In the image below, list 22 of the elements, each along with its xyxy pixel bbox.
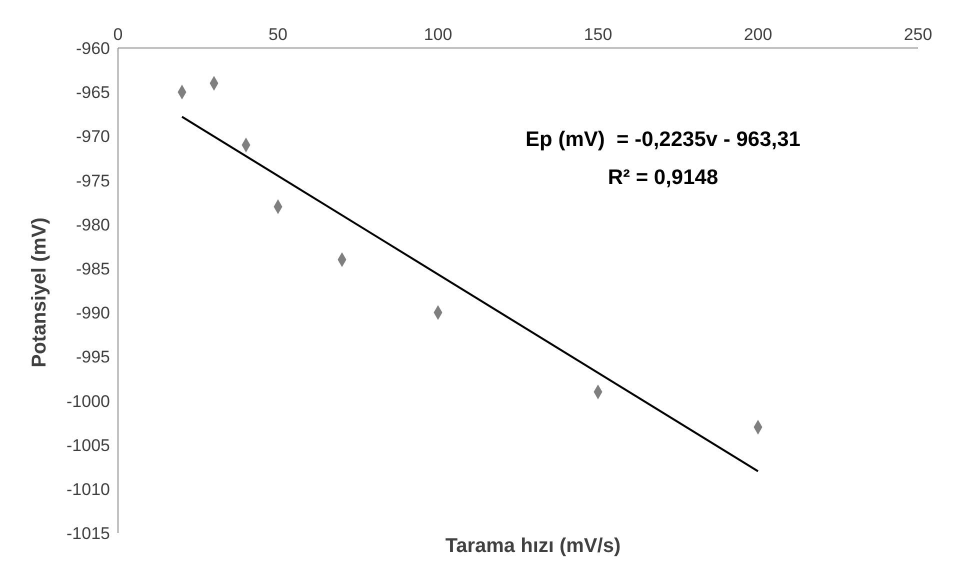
y-tick-label: -1015 xyxy=(66,524,110,544)
y-tick-label: -985 xyxy=(76,259,110,278)
x-tick-label: 100 xyxy=(424,25,452,44)
y-tick-label: -1000 xyxy=(66,392,110,411)
y-tick-label: -960 xyxy=(76,39,110,58)
x-tick-label: 0 xyxy=(113,25,123,44)
y-tick-label: -990 xyxy=(76,304,110,323)
x-axis-title: Tarama hızı (mV/s) xyxy=(445,535,621,557)
y-tick-label: -1005 xyxy=(66,436,110,455)
y-tick-label: -975 xyxy=(76,171,110,190)
y-tick-label: -995 xyxy=(76,348,110,367)
x-tick-label: 50 xyxy=(268,25,288,44)
annotation: R² = 0,9148 xyxy=(606,166,720,190)
x-tick-label: 250 xyxy=(904,25,932,44)
y-axis-title: Potansiyel (mV) xyxy=(28,216,52,368)
annotation: Ep (mV) = -0,2235v - 963,31 xyxy=(524,128,802,152)
x-tick-label: 150 xyxy=(584,25,612,44)
x-tick-label: 200 xyxy=(744,25,772,44)
y-tick-label: -965 xyxy=(76,83,110,102)
y-tick-label: -970 xyxy=(76,127,110,146)
y-tick-label: -980 xyxy=(76,215,110,234)
y-tick-label: -1010 xyxy=(66,480,110,499)
